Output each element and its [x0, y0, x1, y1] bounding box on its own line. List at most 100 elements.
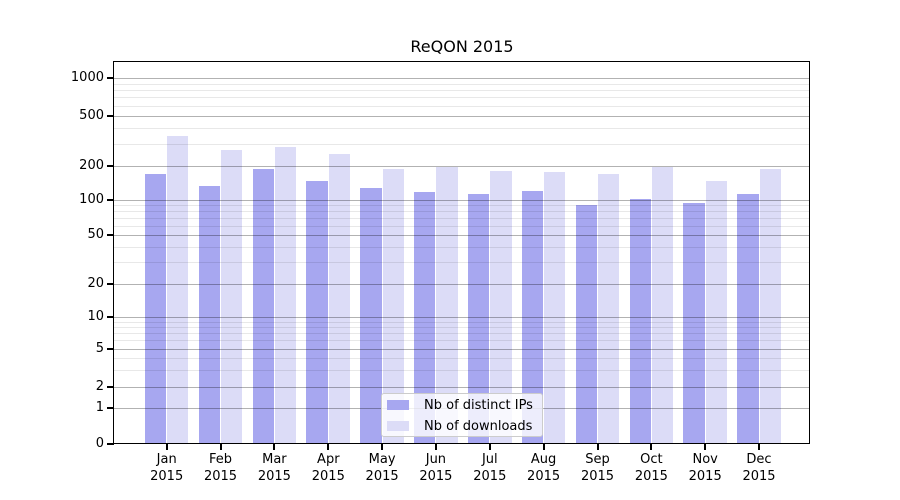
bar-distinct-ips-jul [468, 193, 490, 443]
x-tick-may [381, 444, 384, 450]
y-tick-20 [107, 283, 114, 285]
legend: Nb of distinct IPs Nb of downloads [381, 393, 543, 437]
gridline-minor-3 [114, 370, 809, 371]
y-tick-200 [107, 165, 114, 167]
bar-distinct-ips-dec [737, 194, 759, 443]
x-tick-label-aug: Aug 2015 [516, 451, 572, 485]
bar-downloads-jan [167, 135, 189, 443]
x-tick-label-jul: Jul 2015 [462, 451, 518, 485]
x-tick-jun [434, 444, 437, 450]
y-tick-500 [107, 114, 114, 117]
x-tick-label-mar: Mar 2015 [246, 451, 302, 485]
gridline-minor-9 [114, 321, 809, 323]
y-tick-label-10: 10 [87, 309, 104, 324]
x-tick-label-month: Nov [692, 452, 718, 467]
y-tick-label-200: 200 [79, 158, 104, 173]
bar-downloads-apr [328, 153, 351, 443]
gridline-minor-40 [114, 246, 809, 248]
x-tick-label-oct: Oct 2015 [623, 451, 679, 485]
x-tick-label-month: Mar [262, 452, 287, 467]
y-tick-50 [107, 234, 114, 236]
bar-downloads-nov [705, 180, 727, 443]
bar-downloads-may [382, 168, 404, 443]
y-tick-label-50: 50 [87, 227, 104, 242]
x-tick-oct [650, 444, 653, 450]
gridline-major-200 [114, 166, 809, 167]
x-tick-label-year: 2015 [527, 469, 561, 484]
chart-title: ReQON 2015 [410, 37, 514, 56]
bar-downloads-jul [490, 170, 512, 443]
gridline-minor-600 [114, 105, 809, 107]
x-tick-label-year: 2015 [580, 469, 615, 484]
y-tick-100 [107, 199, 114, 201]
legend-label: Nb of distinct IPs [424, 397, 533, 413]
gridline-minor-300 [114, 143, 809, 145]
gridline-minor-800 [114, 90, 809, 92]
gridline-major-20 [114, 284, 809, 285]
x-tick-jul [488, 444, 491, 450]
x-tick-label-month: Dec [746, 452, 772, 467]
x-tick-label-month: Sep [585, 452, 610, 467]
x-tick-label-year: 2015 [311, 469, 345, 484]
legend-swatch-downloads [387, 421, 409, 431]
bar-downloads-oct [651, 166, 674, 443]
bar-downloads-aug [544, 172, 566, 443]
x-tick-label-year: 2015 [257, 469, 291, 484]
gridline-minor-4 [114, 357, 809, 359]
bar-downloads-mar [274, 147, 297, 443]
gridline-minor-700 [114, 97, 809, 99]
legend-label: Nb of downloads [424, 418, 533, 434]
gridline-major-1000 [114, 78, 809, 79]
x-tick-label-month: Jun [425, 452, 447, 467]
y-tick-2 [107, 386, 114, 388]
bar-distinct-ips-aug [521, 190, 544, 443]
gridline-minor-60 [114, 225, 809, 227]
x-tick-aug [542, 444, 545, 450]
y-tick-1000 [107, 77, 114, 79]
plot-spines [113, 61, 810, 444]
gridline-minor-900 [114, 83, 809, 85]
x-tick-label-year: 2015 [473, 469, 507, 484]
bar-distinct-ips-jan [144, 173, 167, 443]
x-tick-label-month: Jul [481, 452, 498, 467]
y-tick-label-20: 20 [87, 276, 104, 291]
gridline-minor-30 [114, 262, 809, 264]
bar-distinct-ips-apr [306, 181, 328, 443]
y-tick-label-5: 5 [95, 340, 104, 356]
y-tick-label-2: 2 [95, 379, 104, 394]
x-tick-label-month: May [368, 452, 396, 467]
y-tick-label-0: 0 [95, 435, 104, 451]
gridline-minor-7 [114, 333, 809, 335]
x-tick-label-feb: Feb 2015 [193, 451, 249, 485]
x-tick-label-jan: Jan 2015 [139, 451, 195, 485]
bar-distinct-ips-may [360, 187, 382, 443]
gridline-major-2 [114, 387, 809, 388]
x-tick-label-year: 2015 [634, 469, 668, 484]
x-tick-label-may: May 2015 [354, 451, 410, 485]
bar-downloads-feb [221, 149, 243, 443]
legend-swatch-distinct-ips [387, 400, 409, 410]
gridline-minor-80 [114, 211, 809, 213]
x-tick-label-month: Jan [156, 452, 177, 467]
x-tick-label-month: Apr [317, 452, 340, 467]
y-tick-10 [107, 316, 114, 318]
gridline-major-50 [114, 235, 809, 236]
bar-distinct-ips-sep [575, 204, 597, 443]
gridline-major-500 [114, 115, 809, 117]
legend-item-distinct-ips: Nb of distinct IPs [382, 395, 542, 415]
x-tick-feb [219, 444, 222, 450]
x-tick-jan [165, 444, 168, 450]
bar-distinct-ips-nov [683, 202, 705, 443]
bar-distinct-ips-oct [629, 198, 651, 443]
gridline-major-5 [114, 348, 809, 350]
bar-downloads-dec [759, 168, 781, 443]
bar-distinct-ips-feb [198, 186, 221, 443]
x-tick-label-month: Oct [640, 452, 663, 467]
gridline-major-100 [114, 200, 809, 201]
y-tick-label-1000: 1000 [70, 70, 104, 85]
x-tick-label-month: Feb [208, 452, 233, 467]
gridline-major-10 [114, 317, 809, 318]
plot-area [114, 62, 809, 443]
x-tick-label-dec: Dec 2015 [731, 451, 787, 485]
